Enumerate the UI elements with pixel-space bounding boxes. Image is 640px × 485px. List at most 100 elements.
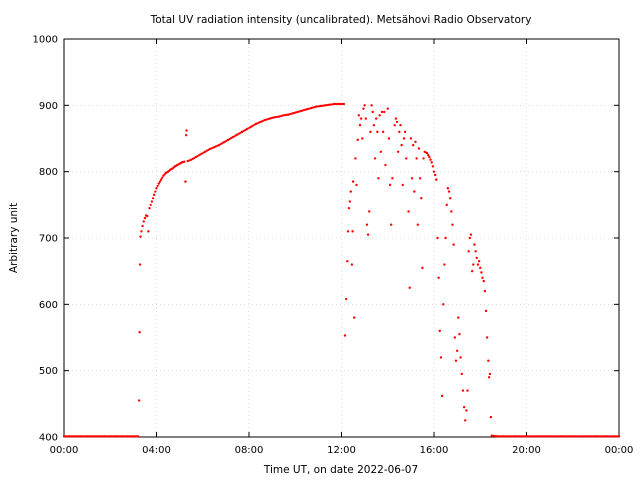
data-point	[487, 376, 491, 379]
data-point	[414, 140, 417, 144]
data-point	[347, 206, 351, 210]
data-point	[485, 336, 489, 339]
data-point	[142, 220, 145, 223]
data-point	[394, 117, 398, 120]
data-point	[152, 193, 156, 197]
data-point	[458, 332, 461, 336]
data-point	[411, 143, 415, 147]
data-point	[407, 210, 410, 213]
data-point-fill	[158, 180, 162, 183]
data-point-fill	[133, 435, 137, 438]
data-point	[425, 151, 429, 155]
data-point	[400, 143, 403, 147]
data-point	[346, 230, 350, 233]
data-point	[435, 178, 438, 181]
data-point	[184, 133, 188, 137]
data-point	[469, 233, 473, 236]
data-point	[391, 177, 394, 180]
data-point	[157, 182, 161, 185]
data-point	[480, 271, 483, 274]
data-point	[464, 419, 467, 422]
data-point	[465, 409, 468, 412]
data-point	[356, 138, 359, 142]
data-point	[364, 117, 367, 120]
data-point	[452, 243, 455, 246]
data-point	[359, 117, 363, 120]
data-point	[476, 263, 480, 266]
y-tick-label: 800	[39, 167, 58, 178]
data-point	[399, 124, 402, 127]
data-point	[148, 206, 151, 210]
data-point	[139, 235, 142, 238]
data-point	[472, 263, 475, 266]
data-point	[444, 236, 447, 240]
data-point	[437, 276, 440, 279]
data-point	[361, 137, 364, 140]
data-point-fill	[339, 102, 342, 106]
data-point	[467, 250, 470, 253]
data-point	[403, 130, 407, 134]
data-point	[357, 114, 361, 117]
data-point	[371, 110, 374, 114]
data-point	[351, 230, 354, 233]
data-point	[184, 180, 187, 183]
x-tick-label: 08:00	[235, 445, 264, 456]
data-point	[405, 157, 408, 160]
data-point	[477, 260, 481, 263]
data-point	[473, 243, 476, 246]
data-point	[354, 157, 357, 160]
data-point	[337, 102, 341, 106]
data-point	[380, 110, 384, 114]
data-point-fill	[335, 102, 338, 106]
data-point	[373, 157, 377, 160]
data-point	[150, 200, 154, 203]
data-point	[379, 150, 383, 153]
x-tick-label: 12:00	[327, 445, 356, 456]
data-point	[436, 236, 439, 240]
data-point-fill	[156, 184, 159, 188]
data-point	[448, 197, 452, 200]
data-point	[461, 389, 465, 392]
data-point	[481, 276, 484, 279]
data-point	[450, 210, 453, 213]
data-point	[439, 356, 443, 359]
data-point	[430, 161, 433, 164]
data-point	[484, 309, 488, 313]
data-point	[369, 130, 372, 134]
data-point	[422, 157, 425, 160]
data-point	[138, 263, 142, 266]
data-point-fill	[154, 190, 157, 193]
data-point	[386, 107, 389, 110]
data-point	[462, 405, 466, 409]
data-point	[388, 183, 392, 187]
data-point	[442, 303, 445, 306]
data-point	[186, 159, 189, 163]
data-point	[136, 435, 140, 438]
data-point	[358, 124, 362, 127]
data-point	[146, 214, 149, 218]
data-point	[489, 415, 493, 419]
y-tick-label: 900	[39, 101, 58, 112]
data-point-fill	[151, 197, 155, 200]
y-tick-label: 1000	[33, 35, 58, 46]
data-point	[433, 173, 437, 177]
data-point	[409, 137, 413, 140]
data-point	[416, 223, 420, 226]
data-point	[460, 372, 463, 376]
data-point	[351, 180, 355, 183]
data-point	[390, 223, 393, 226]
data-point	[353, 316, 356, 319]
data-point	[474, 250, 477, 253]
chart-title: Total UV radiation intensity (uncalibrat…	[150, 14, 532, 26]
data-point	[363, 104, 366, 107]
data-point	[348, 200, 352, 203]
data-point	[446, 187, 450, 190]
x-tick-label: 20:00	[512, 445, 541, 456]
y-tick-label: 500	[39, 366, 58, 377]
data-point	[141, 224, 144, 228]
data-point	[346, 260, 349, 263]
data-point-fill	[149, 203, 152, 206]
data-point	[370, 104, 373, 107]
